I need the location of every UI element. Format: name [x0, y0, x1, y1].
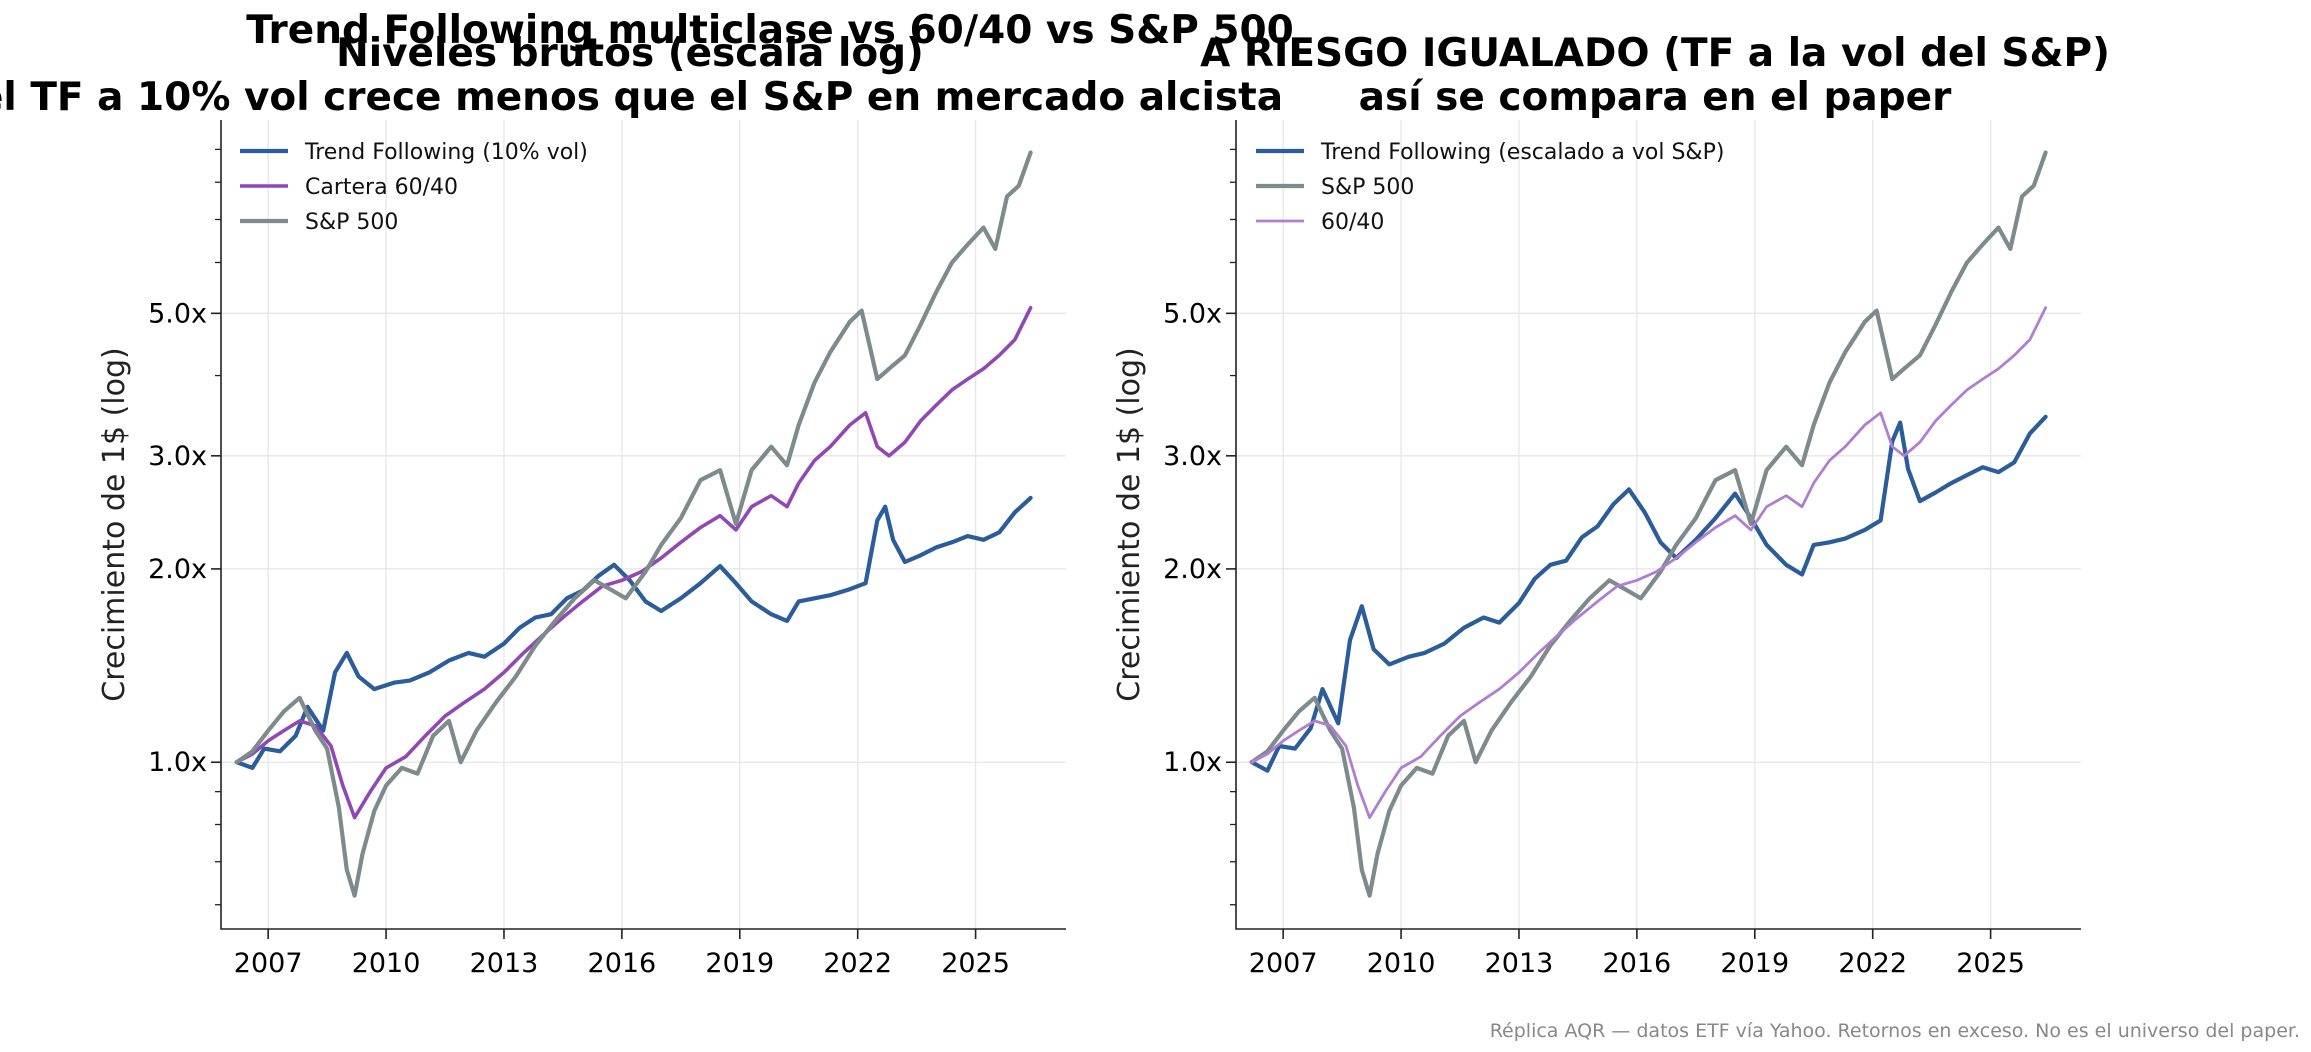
x-tick-label: 2022 — [823, 948, 892, 979]
y-tick-label: 1.0x — [1163, 747, 1222, 778]
x-tick-label: 2013 — [1485, 948, 1554, 979]
chart-title-line-2: así se compara en el paper — [1359, 75, 1952, 120]
series-line-0 — [1249, 414, 2048, 773]
figure-suptitle: Trend Following multiclase vs 60/40 vs S… — [246, 8, 1294, 53]
x-tick-label: 2016 — [588, 948, 657, 979]
y-tick-label: 3.0x — [148, 441, 207, 472]
y-tick-label: 2.0x — [148, 554, 207, 585]
series-line-2 — [1250, 306, 2047, 819]
axis-spines — [1235, 120, 2081, 930]
x-tick-label: 2019 — [705, 948, 774, 979]
x-tick-label: 2022 — [1838, 948, 1907, 979]
y-tick-label: 5.0x — [1163, 298, 1222, 329]
legend-entry-2: S&P 500 — [305, 210, 398, 235]
footnote: Réplica AQR — datos ETF vía Yahoo. Retor… — [1490, 1020, 2300, 1042]
y-axis-label: Crecimiento de 1$ (log) — [1112, 347, 1147, 701]
legend-entry-1: S&P 500 — [1321, 175, 1414, 200]
y-axis-label: Crecimiento de 1$ (log) — [97, 347, 132, 701]
x-tick-label: 2025 — [1956, 948, 2025, 979]
legend-entry-2: 60/40 — [1321, 210, 1384, 235]
legend-entry-0: Trend Following (escalado a vol S&P) — [1320, 140, 1724, 165]
y-tick-label: 1.0x — [148, 747, 207, 778]
series-line-1 — [234, 306, 1033, 820]
right-chart-panel: 1.0x 2.0x 3.0x 5.0x 2007 2010 2013 2016 2019 2022… — [1112, 31, 2110, 979]
x-tick-label: 2019 — [1720, 948, 1789, 979]
legend-entry-0: Trend Following (10% vol) — [304, 140, 588, 165]
axis-spines — [220, 120, 1066, 930]
series-line-1 — [1249, 150, 2048, 898]
y-tick-label: 2.0x — [1163, 554, 1222, 585]
x-tick-label: 2007 — [1249, 948, 1318, 979]
x-tick-label: 2010 — [352, 948, 421, 979]
y-tick-label: 5.0x — [148, 298, 207, 329]
x-tick-label: 2025 — [941, 948, 1010, 979]
x-tick-label: 2013 — [470, 948, 539, 979]
x-tick-label: 2007 — [234, 948, 303, 979]
series-line-2 — [234, 150, 1033, 898]
chart-title-line-1: Niveles brutos (escala log) — [336, 31, 924, 76]
x-tick-label: 2010 — [1367, 948, 1436, 979]
left-chart-panel: 1.0x 2.0x 3.0x 5.0x 2007 2010 2013 2016 2019 2022… — [0, 31, 1283, 979]
chart-title-line-1: A RIESGO IGUALADO (TF a la vol del S&P) — [1200, 31, 2110, 76]
legend-entry-1: Cartera 60/40 — [305, 175, 458, 200]
series-line-0 — [234, 495, 1033, 770]
x-tick-label: 2016 — [1603, 948, 1672, 979]
chart-title-line-2: el TF a 10% vol crece menos que el S&P e… — [0, 75, 1283, 120]
y-tick-label: 3.0x — [1163, 441, 1222, 472]
